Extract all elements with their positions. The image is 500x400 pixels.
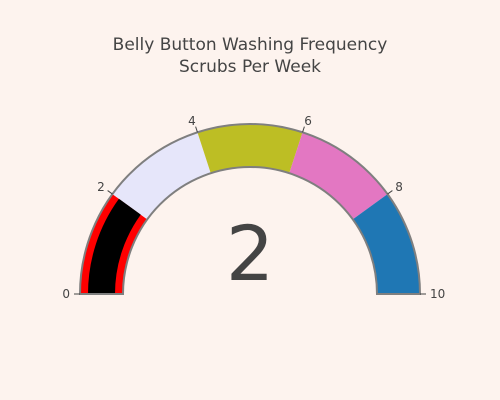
gauge-value-label: 2 <box>226 209 274 298</box>
chart-subtitle: Scrubs Per Week <box>178 57 322 77</box>
gauge-border <box>78 123 422 295</box>
gauge-step-3 <box>197 124 303 174</box>
gauge-tick-label: 6 <box>304 114 312 128</box>
gauge-tick-mark <box>107 190 113 195</box>
gauge-tick-label: 10 <box>430 287 445 301</box>
gauge-tick-label: 0 <box>62 287 70 301</box>
gauge-step-5 <box>352 194 420 294</box>
gauge-step-4 <box>289 132 388 220</box>
gauge-tick-label: 2 <box>97 180 105 194</box>
gauge-tick-label: 8 <box>395 180 403 194</box>
gauge-tick-label: 4 <box>188 114 196 128</box>
gauge-tick-mark <box>387 190 393 195</box>
chart-title-block: Belly Button Washing Frequency Scrubs Pe… <box>0 34 500 78</box>
gauge-value-bar <box>88 198 141 294</box>
chart-title: Belly Button Washing Frequency <box>112 35 388 55</box>
gauge-tick-mark <box>195 126 198 133</box>
gauge-step-2 <box>112 132 211 220</box>
gauge-ticks: 0 2 4 6 8 10 <box>62 114 445 301</box>
gauge-tick-mark <box>302 126 305 133</box>
